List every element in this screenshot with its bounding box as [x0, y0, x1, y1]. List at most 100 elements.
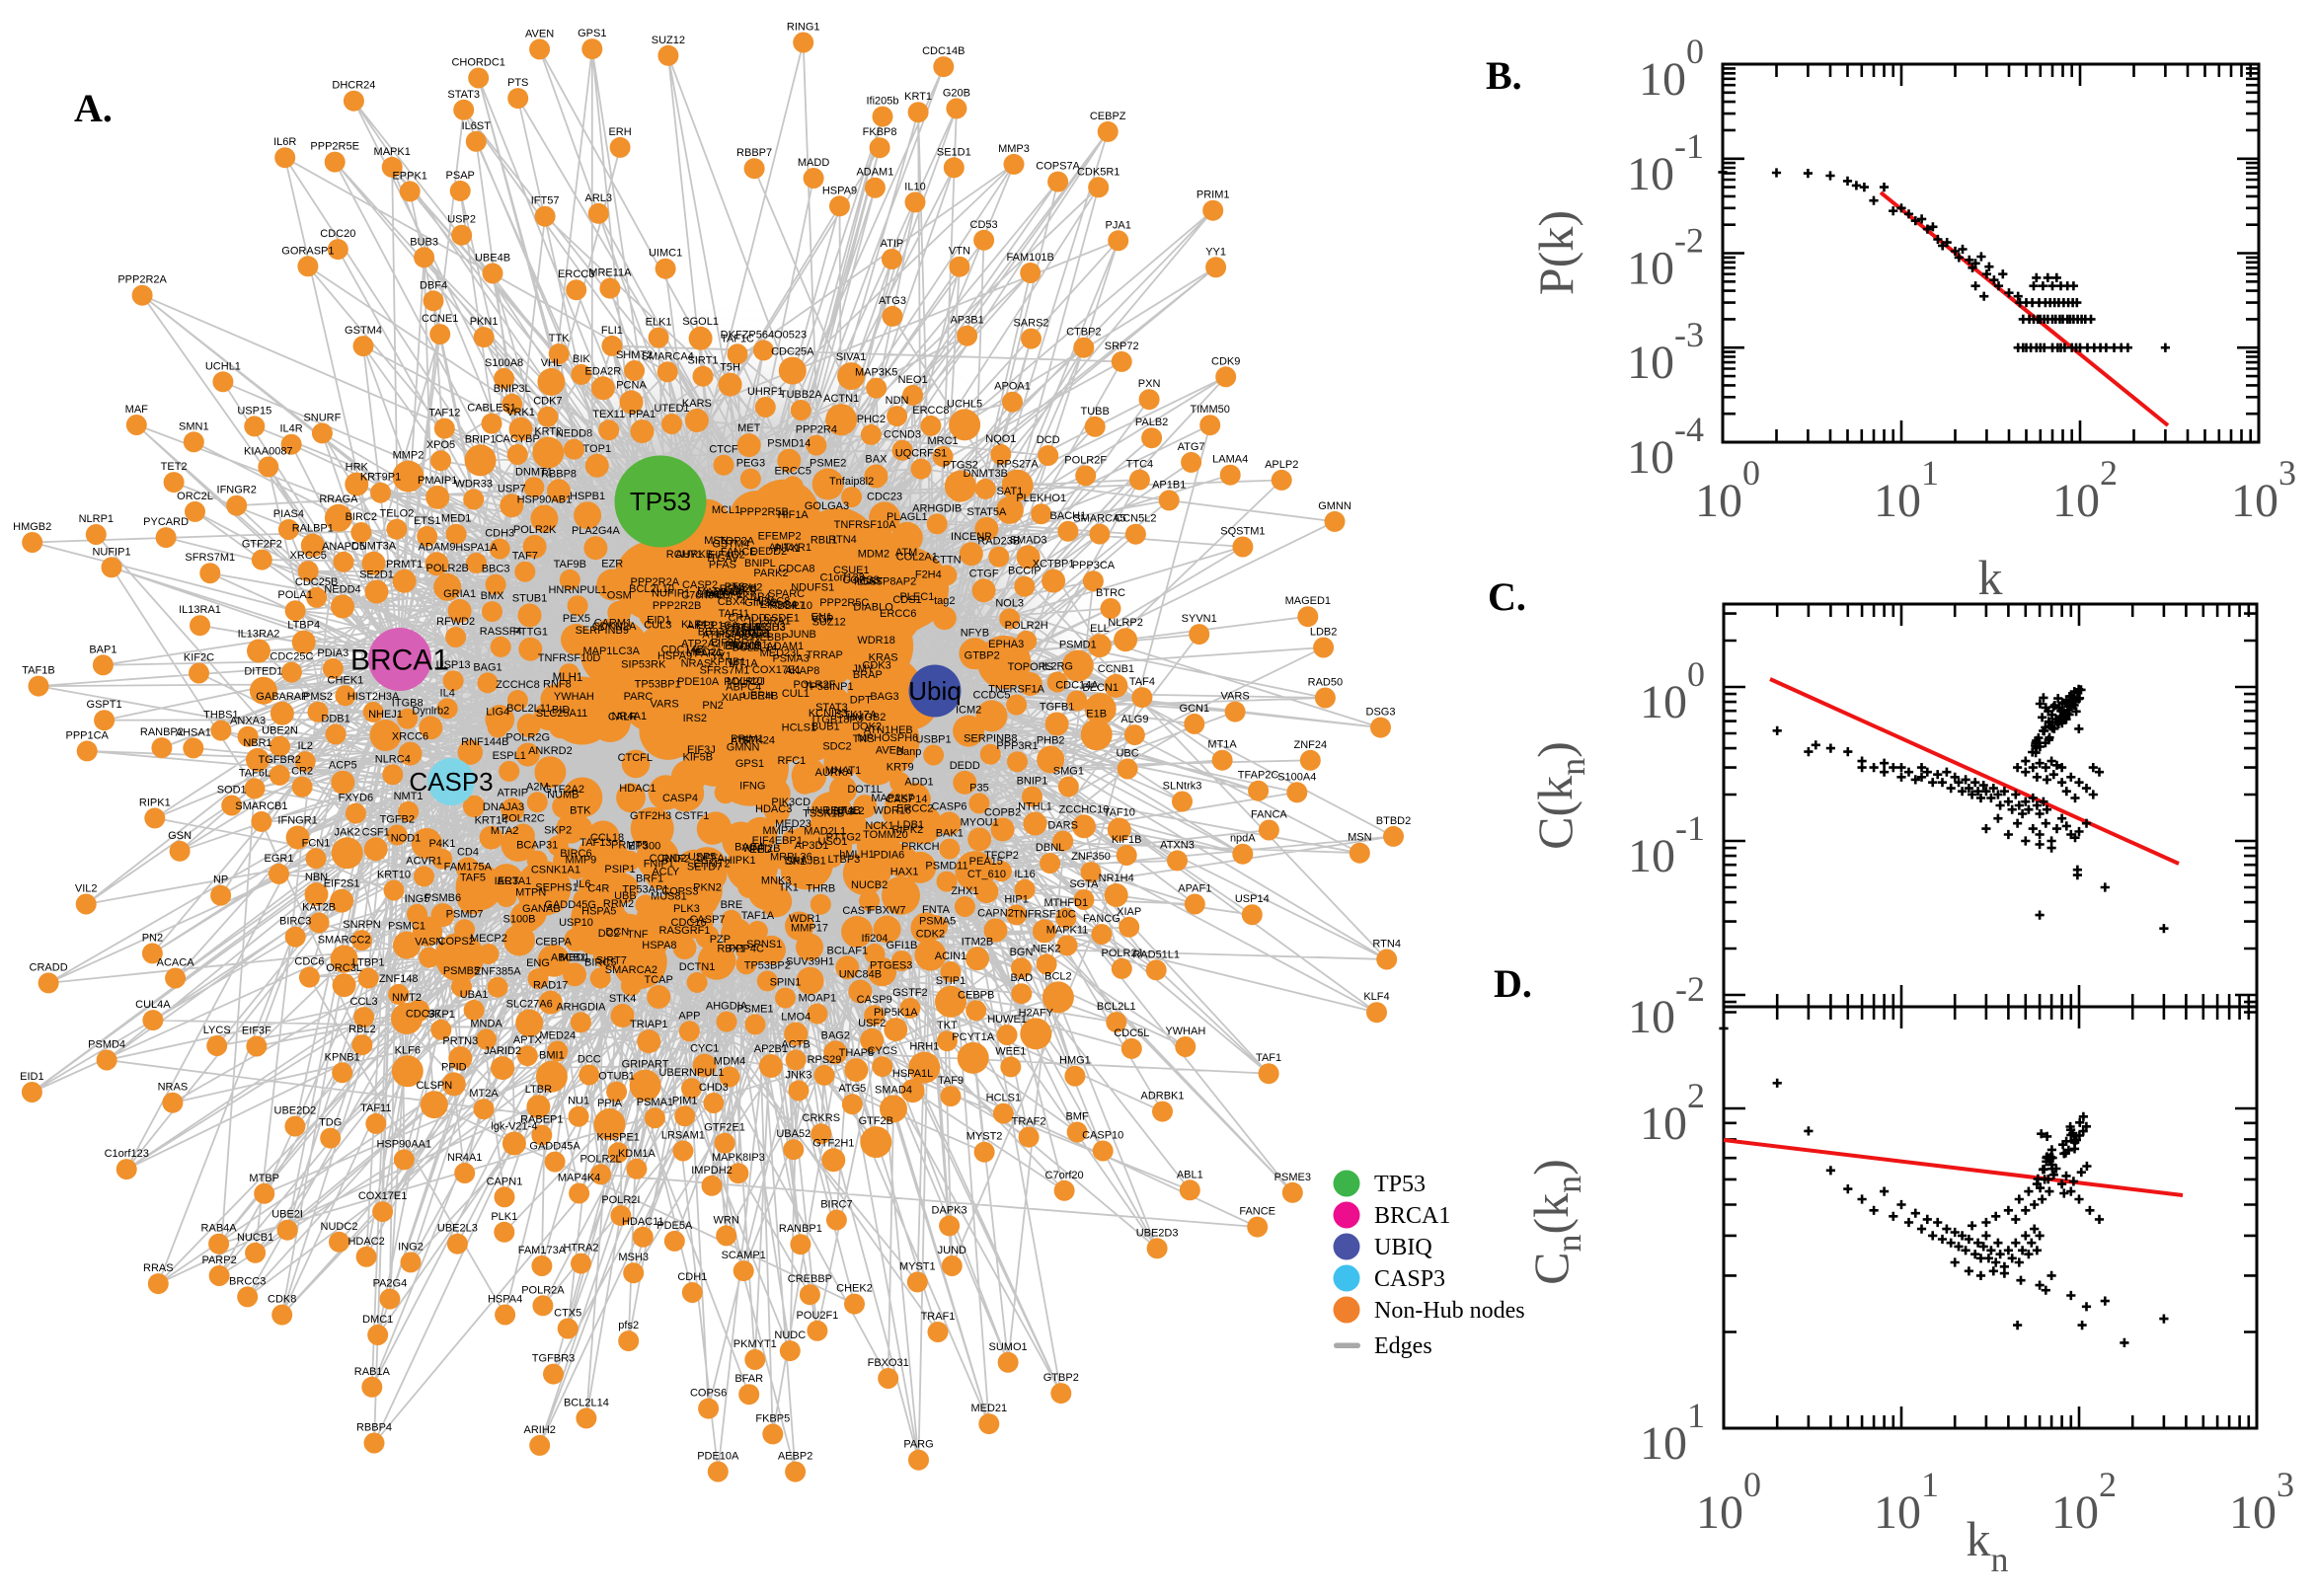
- svg-text:TK1: TK1: [779, 882, 799, 894]
- svg-text:NR4A1: NR4A1: [612, 711, 647, 722]
- svg-text:PPP2R5E: PPP2R5E: [310, 141, 359, 153]
- svg-text:RABEP1: RABEP1: [520, 1114, 563, 1126]
- svg-text:MRPL36: MRPL36: [770, 852, 812, 864]
- svg-text:SUV39H1: SUV39H1: [786, 956, 834, 968]
- svg-text:EID1: EID1: [647, 614, 670, 626]
- svg-text:SMN1: SMN1: [179, 420, 209, 432]
- svg-text:RANBP1: RANBP1: [779, 1223, 822, 1235]
- svg-text:MAF: MAF: [125, 404, 149, 416]
- svg-text:PJA1: PJA1: [1106, 219, 1131, 231]
- svg-text:EFEMP2: EFEMP2: [758, 531, 802, 543]
- svg-text:USP5: USP5: [688, 851, 717, 863]
- svg-text:CDC20: CDC20: [320, 228, 355, 240]
- svg-text:CSUE1: CSUE1: [833, 565, 870, 576]
- svg-text:CTTN: CTTN: [932, 554, 961, 566]
- svg-text:KLF4: KLF4: [1363, 991, 1389, 1003]
- svg-text:P(k): P(k): [1528, 210, 1583, 295]
- svg-text:RFWD2: RFWD2: [436, 616, 475, 628]
- svg-text:GANAB: GANAB: [522, 903, 561, 915]
- svg-text:ADD1: ADD1: [904, 777, 933, 789]
- svg-text:PRMT5: PRMT5: [611, 840, 648, 852]
- svg-text:PSMA3: PSMA3: [772, 653, 809, 665]
- svg-text:PA2G4: PA2G4: [373, 1278, 408, 1290]
- svg-text:NOD1: NOD1: [391, 833, 422, 845]
- svg-text:HDAC2: HDAC2: [347, 1236, 384, 1248]
- svg-text:B.: B.: [1486, 53, 1522, 98]
- svg-text:DITED1: DITED1: [244, 666, 282, 678]
- svg-text:CTCF: CTCF: [709, 444, 738, 456]
- svg-text:IL13RA1: IL13RA1: [748, 615, 791, 627]
- svg-text:DEDD2: DEDD2: [750, 546, 787, 558]
- svg-text:IL10: IL10: [792, 600, 812, 612]
- svg-text:LYCS: LYCS: [203, 1025, 231, 1036]
- svg-text:T5H: T5H: [720, 362, 740, 374]
- svg-text:HSPB1: HSPB1: [570, 491, 605, 502]
- svg-text:FCN1: FCN1: [302, 837, 331, 849]
- svg-text:GMNN: GMNN: [1318, 500, 1351, 512]
- svg-text:CARM1: CARM1: [594, 618, 633, 630]
- svg-text:HSP90AA1: HSP90AA1: [376, 1138, 431, 1150]
- svg-text:PPID: PPID: [441, 1061, 467, 1073]
- svg-text:SIP53RK: SIP53RK: [621, 658, 666, 670]
- svg-text:POLR2H: POLR2H: [1005, 620, 1048, 632]
- svg-text:RAD50: RAD50: [1308, 677, 1343, 689]
- svg-text:POLR2G: POLR2G: [505, 732, 550, 744]
- svg-text:ING5: ING5: [405, 893, 430, 905]
- svg-text:Tnfaip8l2: Tnfaip8l2: [829, 476, 874, 488]
- svg-text:FNTA: FNTA: [922, 904, 951, 916]
- svg-text:PLEC1: PLEC1: [899, 591, 934, 603]
- svg-text:PPP3R1: PPP3R1: [996, 740, 1038, 752]
- svg-text:ELK1: ELK1: [646, 317, 672, 329]
- svg-text:TTK: TTK: [549, 333, 570, 344]
- svg-text:RPS27A: RPS27A: [996, 459, 1039, 471]
- svg-text:EHMT2: EHMT2: [693, 859, 730, 871]
- svg-text:BRCC3: BRCC3: [229, 1275, 266, 1287]
- svg-text:STAT3: STAT3: [447, 89, 480, 101]
- svg-text:GINS2: GINS2: [744, 597, 777, 609]
- svg-text:RBL2: RBL2: [348, 1024, 376, 1035]
- svg-text:PEA15: PEA15: [969, 856, 1003, 868]
- svg-text:WRN: WRN: [714, 1214, 739, 1226]
- svg-text:HSP90AA1: HSP90AA1: [717, 629, 772, 641]
- svg-text:LIG4: LIG4: [486, 706, 509, 718]
- svg-text:PTGS2: PTGS2: [943, 460, 978, 472]
- svg-text:CRKRS: CRKRS: [803, 1112, 841, 1124]
- svg-text:MAP3K5: MAP3K5: [855, 367, 897, 379]
- svg-text:ABCB1: ABCB1: [551, 952, 586, 964]
- svg-text:LTBP1: LTBP1: [352, 957, 385, 969]
- svg-text:UBA3: UBA3: [825, 805, 854, 817]
- svg-text:G20B: G20B: [943, 87, 970, 99]
- svg-text:SPIN1: SPIN1: [770, 977, 802, 989]
- svg-text:SLC27A6: SLC27A6: [506, 999, 553, 1011]
- svg-text:DCC: DCC: [578, 1054, 601, 1066]
- svg-text:RBX1: RBX1: [717, 944, 745, 955]
- svg-text:ADRBK1: ADRBK1: [1140, 1091, 1184, 1102]
- svg-text:CPT1A: CPT1A: [725, 623, 760, 635]
- svg-text:BFAR: BFAR: [734, 1373, 763, 1385]
- svg-text:CDC16: CDC16: [671, 917, 707, 929]
- svg-text:CDC25B: CDC25B: [295, 576, 338, 588]
- svg-text:CDC14B: CDC14B: [922, 45, 965, 57]
- svg-text:NLRC4: NLRC4: [375, 753, 411, 765]
- svg-text:UCHL1: UCHL1: [205, 360, 241, 372]
- svg-text:BAK1: BAK1: [936, 828, 964, 840]
- svg-text:RIPK2: RIPK2: [891, 824, 923, 836]
- svg-text:VARS: VARS: [651, 699, 679, 711]
- svg-text:PARG: PARG: [694, 647, 724, 659]
- svg-text:AKT3: AKT3: [687, 620, 715, 632]
- svg-text:TNFRSF10A: TNFRSF10A: [834, 519, 897, 531]
- svg-text:EED: EED: [749, 844, 772, 856]
- svg-text:SLNtrk3: SLNtrk3: [1163, 781, 1202, 793]
- svg-text:CDC37: CDC37: [406, 1009, 441, 1021]
- svg-text:PRMT1: PRMT1: [386, 559, 423, 570]
- svg-text:NUMB: NUMB: [547, 790, 579, 801]
- svg-text:ATRIP: ATRIP: [498, 787, 529, 798]
- svg-text:STK17A: STK17A: [836, 710, 878, 722]
- svg-text:PZP: PZP: [710, 934, 731, 946]
- svg-text:FBXO31: FBXO31: [868, 1357, 909, 1369]
- svg-text:SGOL1: SGOL1: [682, 316, 719, 328]
- svg-text:C1orf123: C1orf123: [819, 571, 864, 583]
- svg-text:PEX5: PEX5: [563, 613, 590, 625]
- svg-text:CCND2: CCND2: [650, 853, 687, 865]
- svg-text:VIL2: VIL2: [75, 883, 98, 895]
